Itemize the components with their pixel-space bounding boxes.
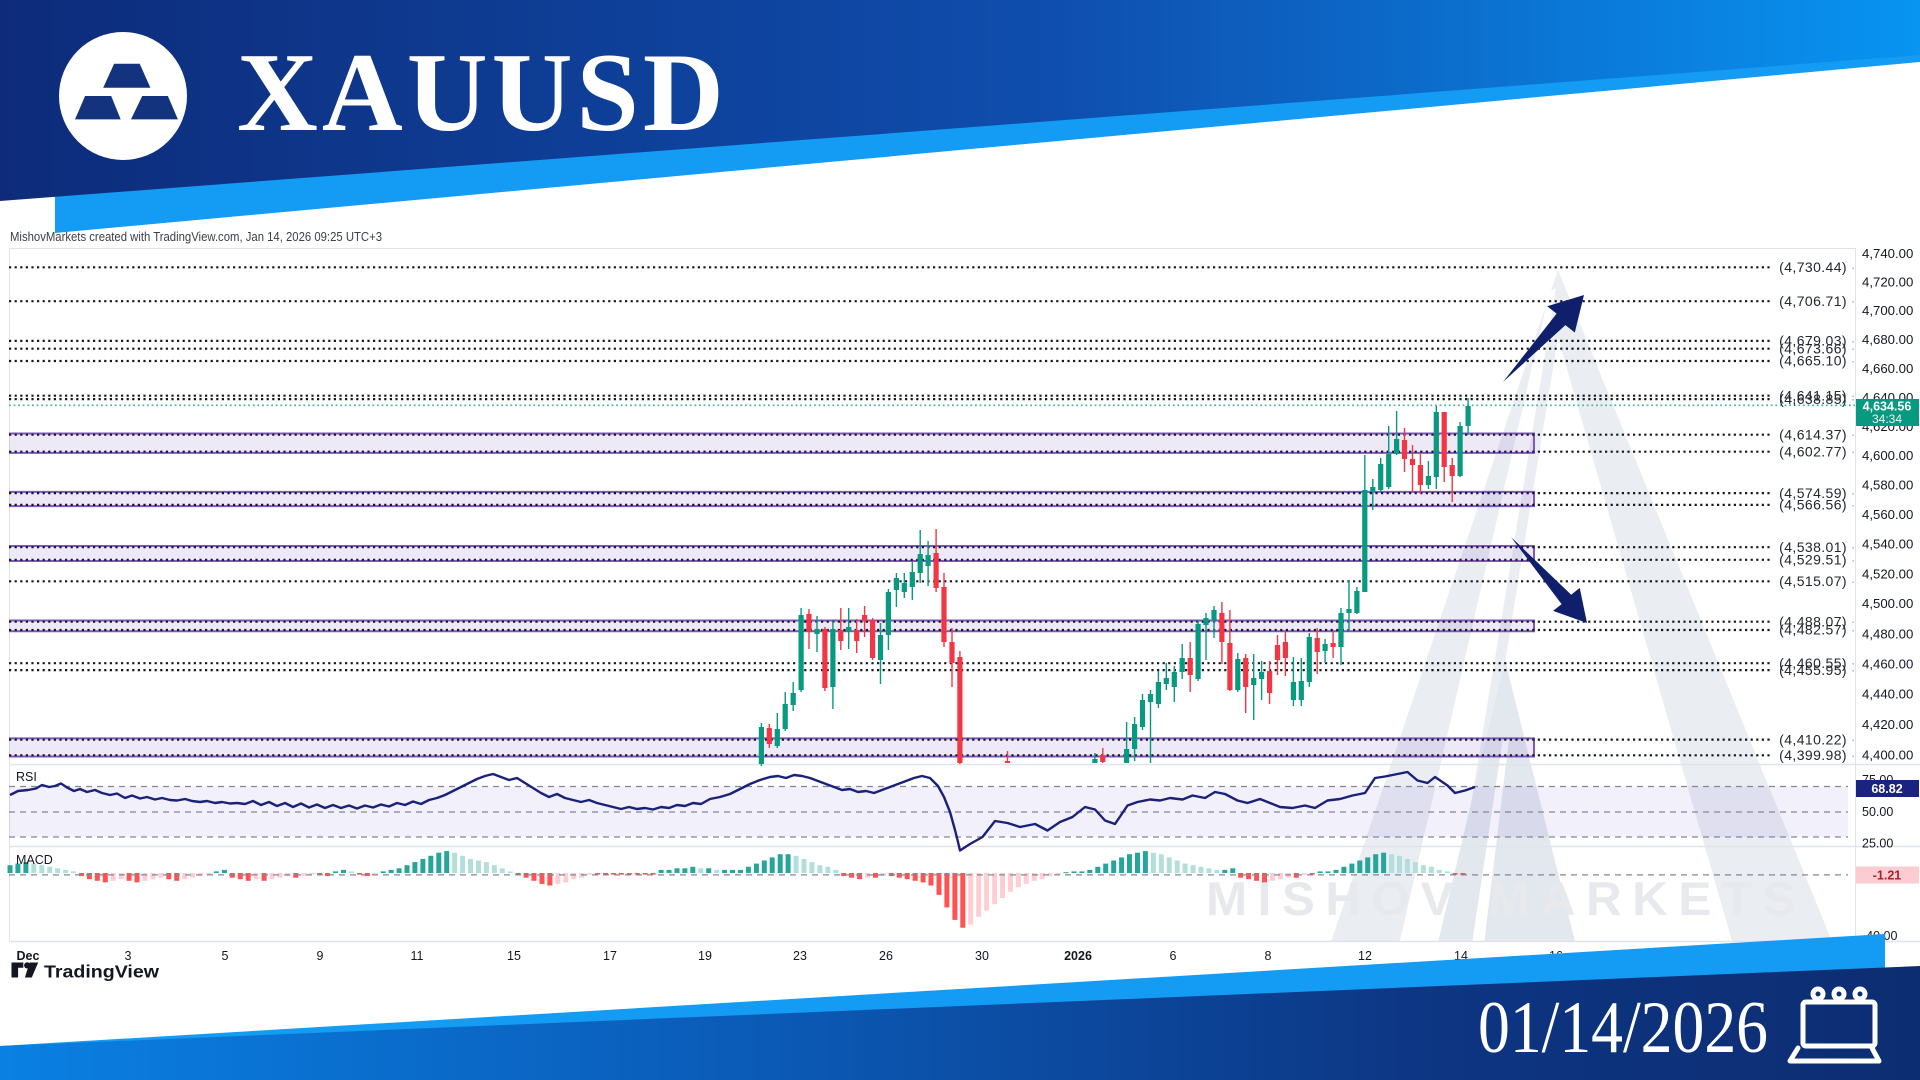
- svg-text:2026: 2026: [1064, 949, 1092, 963]
- svg-text:(4,574.59): (4,574.59): [1779, 485, 1847, 501]
- svg-text:TradingView: TradingView: [44, 962, 159, 982]
- svg-text:4,720.00: 4,720.00: [1862, 275, 1913, 290]
- svg-text:(4,706.71): (4,706.71): [1779, 293, 1847, 309]
- svg-text:9: 9: [317, 949, 324, 963]
- svg-text:·: ·: [1851, 333, 1855, 348]
- svg-text:4,600.00: 4,600.00: [1862, 448, 1913, 463]
- svg-text:26: 26: [879, 949, 893, 963]
- svg-text:(4,488.07): (4,488.07): [1779, 613, 1847, 629]
- svg-text:4,520.00: 4,520.00: [1862, 566, 1913, 581]
- svg-text:5: 5: [222, 949, 229, 963]
- svg-text:15: 15: [507, 949, 521, 963]
- svg-text:(4,529.51): (4,529.51): [1779, 552, 1847, 568]
- svg-text:Dec: Dec: [17, 949, 40, 963]
- svg-text:4,680.00: 4,680.00: [1862, 332, 1913, 347]
- svg-text:4,480.00: 4,480.00: [1862, 626, 1913, 641]
- svg-text:4,460.00: 4,460.00: [1862, 656, 1913, 671]
- svg-text:MACD: MACD: [16, 853, 53, 867]
- svg-text:4,580.00: 4,580.00: [1862, 478, 1913, 493]
- svg-text:30: 30: [975, 949, 989, 963]
- svg-text:4,420.00: 4,420.00: [1862, 717, 1913, 732]
- svg-text:(4,399.98): (4,399.98): [1779, 747, 1847, 763]
- svg-text:68.82: 68.82: [1871, 782, 1902, 796]
- svg-text:(4,679.03): (4,679.03): [1779, 333, 1847, 349]
- svg-text:·: ·: [1851, 552, 1855, 567]
- svg-text:·: ·: [1851, 748, 1855, 763]
- svg-text:·: ·: [1851, 294, 1855, 309]
- svg-text:(4,538.01): (4,538.01): [1779, 539, 1847, 555]
- svg-text:11: 11: [411, 949, 424, 963]
- svg-text:(4,638.85): (4,638.85): [1779, 391, 1847, 407]
- svg-text:·: ·: [1851, 574, 1855, 589]
- svg-text:(4,460.55): (4,460.55): [1779, 655, 1847, 671]
- svg-text:(4,602.77): (4,602.77): [1779, 443, 1847, 459]
- svg-text:50.00: 50.00: [1862, 805, 1893, 819]
- svg-text:(4,614.37): (4,614.37): [1779, 426, 1847, 442]
- svg-text:·: ·: [1851, 497, 1855, 512]
- svg-text:(4,730.44): (4,730.44): [1779, 259, 1847, 275]
- svg-text:-1.21: -1.21: [1873, 869, 1902, 883]
- svg-text:01/14/2026: 01/14/2026: [1478, 987, 1768, 1069]
- svg-text:12: 12: [1358, 949, 1372, 963]
- svg-text:·: ·: [1851, 427, 1855, 442]
- svg-text:4,700.00: 4,700.00: [1862, 303, 1913, 318]
- svg-text:XAUUSD: XAUUSD: [237, 31, 728, 155]
- svg-text:3: 3: [125, 949, 132, 963]
- svg-text:·: ·: [1851, 614, 1855, 629]
- svg-text:RSI: RSI: [16, 770, 37, 784]
- svg-text:·: ·: [1851, 444, 1855, 459]
- svg-text:23: 23: [793, 949, 807, 963]
- svg-text:4,500.00: 4,500.00: [1862, 596, 1913, 611]
- svg-text:·: ·: [1851, 354, 1855, 369]
- svg-text:·: ·: [1851, 388, 1855, 403]
- svg-text:(4,482.57): (4,482.57): [1779, 622, 1847, 638]
- svg-text:·: ·: [1851, 732, 1855, 747]
- svg-text:·: ·: [1851, 656, 1855, 671]
- svg-text:4,634.56: 4,634.56: [1863, 400, 1912, 414]
- svg-text:(4,641.15): (4,641.15): [1779, 387, 1847, 403]
- svg-text:17: 17: [603, 949, 617, 963]
- svg-text:MISHOV MARKETS: MISHOV MARKETS: [1206, 872, 1806, 925]
- svg-text:25.00: 25.00: [1862, 837, 1893, 851]
- svg-text:4,400.00: 4,400.00: [1862, 748, 1913, 763]
- svg-text:(4,566.56): (4,566.56): [1779, 497, 1847, 513]
- svg-text:(4,665.10): (4,665.10): [1779, 353, 1847, 369]
- svg-text:(4,515.07): (4,515.07): [1779, 573, 1847, 589]
- svg-text:(4,455.95): (4,455.95): [1779, 662, 1847, 678]
- svg-text:8: 8: [1265, 949, 1272, 963]
- svg-text:19: 19: [698, 949, 712, 963]
- svg-text:·: ·: [1851, 540, 1855, 555]
- svg-text:·: ·: [1851, 260, 1855, 275]
- svg-text:4,560.00: 4,560.00: [1862, 507, 1913, 522]
- svg-text:·: ·: [1851, 392, 1855, 407]
- svg-text:(4,410.22): (4,410.22): [1779, 731, 1847, 747]
- svg-text:MishovMarkets created with Tra: MishovMarkets created with TradingView.c…: [10, 229, 382, 244]
- svg-text:4,740.00: 4,740.00: [1862, 246, 1913, 261]
- svg-text:4,540.00: 4,540.00: [1862, 537, 1913, 552]
- svg-text:4,660.00: 4,660.00: [1862, 361, 1913, 376]
- svg-text:·: ·: [1851, 341, 1855, 356]
- svg-text:4,440.00: 4,440.00: [1862, 687, 1913, 702]
- svg-text:(4,673.66): (4,673.66): [1779, 340, 1847, 356]
- svg-text:·: ·: [1851, 663, 1855, 678]
- svg-text:34:34: 34:34: [1872, 412, 1902, 426]
- svg-text:·: ·: [1851, 623, 1855, 638]
- svg-text:·: ·: [1851, 486, 1855, 501]
- svg-text:6: 6: [1170, 949, 1177, 963]
